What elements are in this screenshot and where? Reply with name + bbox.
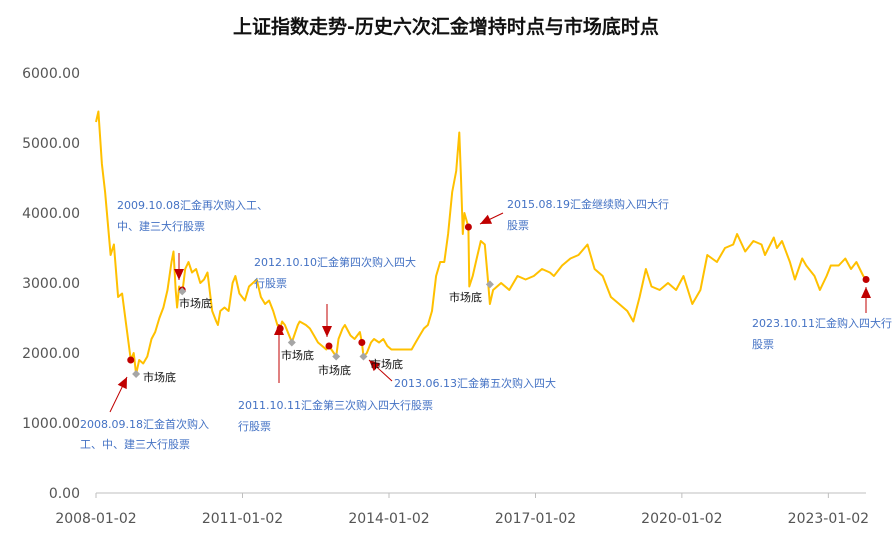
annotation-text: 2008.09.18汇金首次购入 (80, 417, 209, 431)
annotation-arrow-head (117, 377, 127, 390)
annotation-arrow-head (174, 269, 184, 280)
market-bottom-label: 市场底 (370, 357, 403, 371)
annotation-text: 中、建三大行股票 (117, 219, 205, 233)
y-tick-label: 1000.00 (22, 416, 80, 432)
annotation-arrow-head (369, 360, 381, 372)
annotation-arrow-head (274, 324, 284, 335)
annotation-text: 行股票 (238, 420, 271, 433)
y-tick-label: 5000.00 (22, 136, 80, 152)
annotation-text: 股票 (752, 338, 774, 351)
bottom-marker (332, 352, 341, 361)
y-tick-label: 4000.00 (22, 206, 80, 222)
index-series-line (95, 110, 867, 375)
annotation-text: 2015.08.19汇金继续购入四大行 (507, 197, 669, 211)
increase-marker (325, 342, 333, 350)
marker-group (127, 223, 870, 378)
chart-title: 上证指数走势-历史六次汇金增持时点与市场底时点 (233, 15, 659, 38)
increase-marker (127, 356, 135, 364)
market-bottom-label: 市场底 (143, 370, 176, 384)
annotation-text: 工、中、建三大行股票 (80, 437, 190, 451)
y-tick-label: 6000.00 (22, 66, 80, 82)
bottom-marker (287, 338, 296, 347)
x-tick-label: 2020-01-02 (641, 511, 722, 527)
market-bottom-label: 市场底 (179, 296, 212, 310)
annotation-arrow-head (480, 214, 493, 224)
x-tick-label: 2011-01-02 (202, 511, 283, 527)
annotation-text: 股票 (507, 219, 529, 232)
annotation-text: 2023.10.11汇金购入四大行 (752, 316, 892, 330)
bottom-marker (178, 287, 187, 296)
increase-marker (862, 276, 870, 283)
annotation-text: 行股票 (254, 277, 287, 290)
x-tick-label: 2008-01-02 (55, 511, 136, 527)
annotation-text: 2009.10.08汇金再次购入工、 (117, 198, 268, 212)
y-tick-label: 3000.00 (22, 276, 80, 292)
increase-marker (358, 339, 366, 346)
annotation-arrow-head (861, 287, 871, 298)
y-tick-label: 2000.00 (22, 346, 80, 362)
x-axis: 2008-01-02 2011-01-02 2014-01-02 2017-01-02… (55, 492, 869, 527)
series-group (95, 110, 867, 375)
arrow-group (109, 212, 871, 413)
bottom-marker (359, 352, 368, 361)
annotation-arrow-head (322, 326, 332, 337)
x-tick-label: 2017-01-02 (495, 511, 576, 527)
annotation-text: 2011.10.11汇金第三次购入四大行股票 (238, 398, 433, 412)
bottom-marker (485, 280, 494, 289)
annotation-text: 2012.10.10汇金第四次购入四大 (254, 255, 416, 269)
market-bottom-label: 市场底 (281, 348, 314, 362)
market-bottom-label: 市场底 (449, 290, 482, 304)
annotation-text: 2013.06.13汇金第五次购入四大 (394, 376, 556, 390)
market-bottom-label: 市场底 (318, 363, 351, 377)
y-tick-label: 0.00 (49, 486, 80, 502)
y-axis: 0.00 1000.00 2000.00 3000.00 4000.00 5000.00 6… (22, 66, 80, 502)
x-tick-label: 2014-01-02 (348, 511, 429, 527)
bottom-marker (132, 370, 141, 378)
increase-marker (464, 223, 472, 231)
x-tick-label: 2023-01-02 (788, 511, 869, 527)
